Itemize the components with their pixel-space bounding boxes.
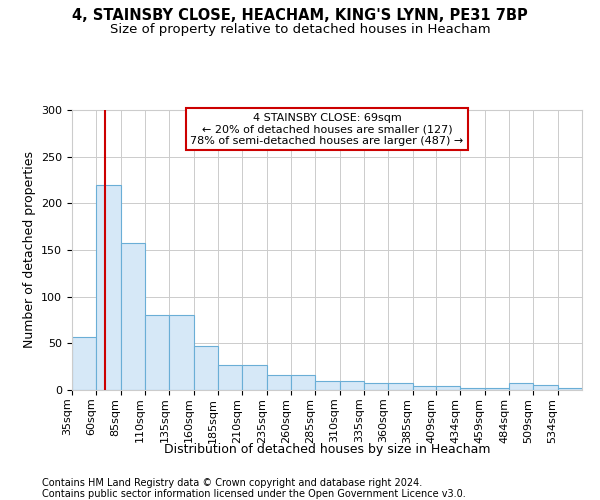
Text: 4 STAINSBY CLOSE: 69sqm
← 20% of detached houses are smaller (127)
78% of semi-d: 4 STAINSBY CLOSE: 69sqm ← 20% of detache…	[190, 113, 464, 146]
Bar	[364, 384, 388, 390]
Bar	[340, 380, 364, 390]
Bar	[557, 388, 582, 390]
Bar	[485, 388, 509, 390]
Bar	[413, 386, 436, 390]
Bar	[218, 365, 242, 390]
Bar	[533, 386, 557, 390]
Bar	[72, 337, 97, 390]
Bar	[266, 375, 291, 390]
Bar	[509, 382, 533, 390]
Bar	[121, 244, 145, 390]
Text: Distribution of detached houses by size in Heacham: Distribution of detached houses by size …	[164, 442, 490, 456]
Bar	[460, 388, 485, 390]
Bar	[291, 375, 316, 390]
Bar	[97, 184, 121, 390]
Bar	[436, 386, 460, 390]
Bar	[145, 316, 169, 390]
Bar	[316, 380, 340, 390]
Text: Contains public sector information licensed under the Open Government Licence v3: Contains public sector information licen…	[42, 489, 466, 499]
Bar	[242, 365, 266, 390]
Bar	[169, 316, 194, 390]
Text: 4, STAINSBY CLOSE, HEACHAM, KING'S LYNN, PE31 7BP: 4, STAINSBY CLOSE, HEACHAM, KING'S LYNN,…	[72, 8, 528, 22]
Text: Contains HM Land Registry data © Crown copyright and database right 2024.: Contains HM Land Registry data © Crown c…	[42, 478, 422, 488]
Y-axis label: Number of detached properties: Number of detached properties	[23, 152, 35, 348]
Bar	[194, 346, 218, 390]
Bar	[388, 384, 413, 390]
Text: Size of property relative to detached houses in Heacham: Size of property relative to detached ho…	[110, 22, 490, 36]
